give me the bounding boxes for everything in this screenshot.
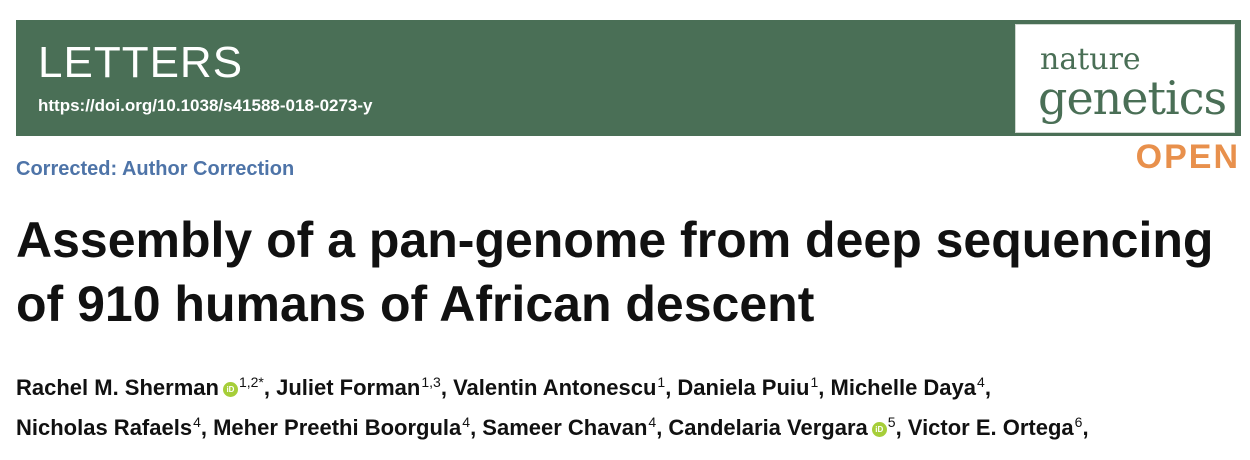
author[interactable]: Sameer Chavan4	[482, 415, 656, 440]
author[interactable]: Michelle Daya4	[831, 375, 985, 400]
author[interactable]: Daniela Puiu1	[677, 375, 818, 400]
author[interactable]: Juliet Forman1,3	[276, 375, 441, 400]
author-affiliations: 4	[977, 373, 985, 390]
author-affiliations: 1,3	[421, 373, 441, 390]
author-name: Candelaria Vergara	[668, 415, 868, 440]
author-affiliations: 4	[462, 413, 471, 430]
author[interactable]: Valentin Antonescu1	[453, 375, 665, 400]
author-affiliations: 5	[887, 413, 896, 430]
header-banner: LETTERS https://doi.org/10.1038/s41588-0…	[16, 20, 1241, 136]
article-title: Assembly of a pan-genome from deep seque…	[16, 208, 1241, 336]
author[interactable]: Candelaria Vergara iD 5	[668, 415, 895, 440]
correction-notice-link[interactable]: Corrected: Author Correction	[16, 158, 295, 180]
author-affiliations: 4	[193, 413, 201, 430]
author-affiliations: 1	[810, 373, 819, 390]
author-name: Nicholas Rafaels	[16, 415, 193, 440]
open-access-badge: OPEN	[1135, 138, 1240, 176]
title-line-1: Assembly of a pan-genome from deep seque…	[16, 212, 1214, 268]
author-affiliations: 6	[1074, 413, 1083, 430]
author-affiliations: 1,2*	[238, 373, 264, 390]
author[interactable]: Meher Preethi Boorgula4	[213, 415, 470, 440]
author-name: Sameer Chavan	[482, 415, 648, 440]
title-line-2: of 910 humans of African descent	[16, 276, 815, 332]
doi-link[interactable]: https://doi.org/10.1038/s41588-018-0273-…	[38, 96, 373, 115]
section-label: LETTERS	[38, 38, 244, 87]
author-affiliations: 4	[648, 413, 657, 430]
author-affiliations: 1	[657, 373, 666, 390]
author-list: Rachel M. Sherman iD 1,2*, Juliet Forman1,…	[16, 373, 1089, 440]
author-name: Rachel M. Sherman	[16, 375, 219, 400]
author[interactable]: Victor E. Ortega6	[908, 415, 1083, 440]
journal-logo-bottom: genetics	[1038, 71, 1227, 125]
author-name: Valentin Antonescu	[453, 375, 657, 400]
author-name: Michelle Daya	[830, 375, 977, 400]
orcid-icon[interactable]: iD	[871, 421, 887, 437]
author-name: Juliet Forman	[276, 375, 421, 400]
journal-logo-top: nature	[1040, 42, 1141, 77]
journal-logo[interactable]: nature genetics	[1015, 24, 1235, 133]
orcid-icon[interactable]: iD	[222, 381, 238, 397]
author-name: Daniela Puiu	[677, 375, 810, 400]
author-name: Meher Preethi Boorgula	[213, 415, 462, 440]
author-name: Victor E. Ortega	[907, 415, 1074, 440]
author[interactable]: Nicholas Rafaels4	[16, 415, 201, 440]
author[interactable]: Rachel M. Sherman iD 1,2*	[16, 375, 264, 400]
